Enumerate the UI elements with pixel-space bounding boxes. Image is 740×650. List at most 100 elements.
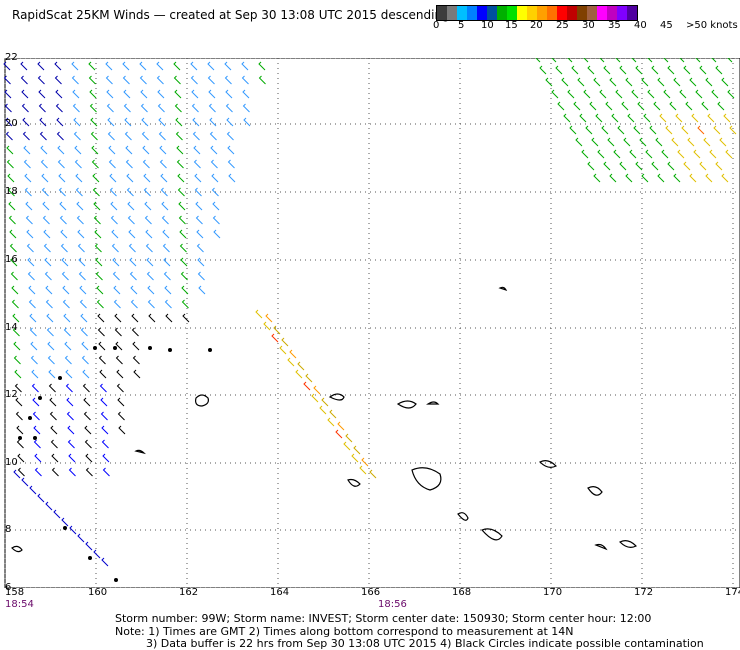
- colorbar-labels: 0 5 10 15 20 25 30 35 40 45 >50 knots: [0, 20, 740, 34]
- longitude-label: 168: [452, 587, 472, 598]
- wind-barb: [709, 149, 717, 159]
- note-line-2: 3) Data buffer is 22 hrs from Sep 30 13:…: [146, 637, 704, 650]
- wind-barb: [93, 215, 101, 225]
- wind-barb: [711, 89, 719, 99]
- wind-barb: [38, 103, 46, 113]
- wind-barb: [144, 215, 152, 225]
- wind-barb: [27, 271, 35, 281]
- wind-barb: [85, 467, 93, 477]
- wind-barb: [225, 103, 233, 113]
- wind-barb: [327, 417, 335, 427]
- wind-barb: [38, 89, 46, 99]
- wind-barb: [131, 327, 139, 337]
- wind-barb: [161, 215, 169, 225]
- wind-barb: [182, 313, 190, 323]
- colorbar-swatch: [547, 6, 557, 20]
- wind-barb: [593, 173, 601, 183]
- wind-barb: [7, 173, 15, 183]
- wind-barb: [37, 75, 45, 85]
- wind-barb: [647, 58, 653, 63]
- longitude-label: 160: [88, 587, 108, 598]
- latitude-label: 16: [5, 254, 18, 265]
- wind-barb: [89, 103, 97, 113]
- wind-barb: [77, 533, 85, 543]
- wind-barb: [95, 257, 103, 267]
- wind-barb: [243, 117, 251, 127]
- wind-barb: [671, 137, 679, 147]
- wind-barb: [145, 229, 153, 239]
- wind-barb: [72, 89, 80, 99]
- wind-barb: [287, 357, 295, 367]
- wind-barb: [655, 137, 663, 147]
- island-outline: [134, 449, 146, 455]
- wind-barb: [94, 229, 102, 239]
- wind-barb: [157, 89, 165, 99]
- wind-barb: [91, 159, 99, 169]
- wind-barb: [143, 173, 151, 183]
- wind-barb: [82, 383, 90, 393]
- wind-barb: [96, 285, 104, 295]
- wind-barb: [6, 145, 14, 155]
- island-outline: [347, 478, 361, 487]
- wind-barb: [273, 325, 281, 335]
- wind-barb: [193, 145, 201, 155]
- colorbar-swatch: [487, 6, 497, 20]
- wind-barb: [705, 77, 713, 87]
- colorbar-label: 25: [556, 20, 569, 31]
- wind-barb: [140, 89, 148, 99]
- wind-barb: [176, 145, 184, 155]
- wind-barb: [209, 117, 217, 127]
- longitude-label: 166: [361, 587, 381, 598]
- longitude-label: 174: [725, 587, 740, 598]
- wind-barb: [613, 149, 621, 159]
- wind-barb: [329, 409, 337, 419]
- wind-barb: [165, 313, 173, 323]
- wind-barb: [303, 381, 311, 391]
- latitude-label: 6: [5, 582, 12, 593]
- wind-barb: [106, 89, 114, 99]
- island-outline: [411, 467, 442, 491]
- wind-barb: [579, 113, 587, 123]
- island-outline: [457, 512, 469, 521]
- wind-barb: [651, 65, 659, 75]
- wind-barb: [207, 75, 215, 85]
- wind-barb: [20, 75, 28, 85]
- wind-barb: [615, 58, 621, 63]
- wind-barb: [100, 411, 108, 421]
- island-outline: [195, 394, 209, 407]
- wind-barb: [359, 465, 367, 475]
- wind-barb: [43, 229, 51, 239]
- wind-barb: [228, 173, 236, 183]
- wind-barb: [227, 159, 235, 169]
- wind-barb: [689, 77, 697, 87]
- colorbar-swatch: [567, 6, 577, 20]
- wind-barb: [194, 173, 202, 183]
- wind-barb: [76, 201, 84, 211]
- wind-speed-colorbar: [436, 5, 638, 21]
- wind-barb: [295, 369, 303, 379]
- wind-barb: [535, 58, 541, 63]
- colorbar-swatch: [437, 6, 447, 20]
- wind-barb: [48, 383, 56, 393]
- island-outline: [587, 486, 603, 496]
- wind-barb: [101, 557, 109, 567]
- wind-barb: [703, 137, 711, 147]
- wind-barb: [123, 103, 131, 113]
- wind-barb: [647, 89, 655, 99]
- wind-barb: [117, 397, 125, 407]
- storm-info: Storm number: 99W; Storm name: INVEST; S…: [115, 612, 652, 625]
- wind-barb: [190, 75, 198, 85]
- wind-barb: [29, 485, 37, 495]
- wind-barb: [297, 361, 305, 371]
- wind-barb: [30, 355, 38, 365]
- wind-barb: [158, 117, 166, 127]
- wind-barb: [175, 117, 183, 127]
- wind-barb: [34, 467, 42, 477]
- wind-barb: [23, 145, 31, 155]
- wind-barb: [6, 159, 14, 169]
- wind-barb: [88, 61, 96, 71]
- wind-barb: [641, 173, 649, 183]
- wind-barb: [667, 161, 675, 171]
- wind-barb: [97, 313, 105, 323]
- wind-barb: [224, 61, 232, 71]
